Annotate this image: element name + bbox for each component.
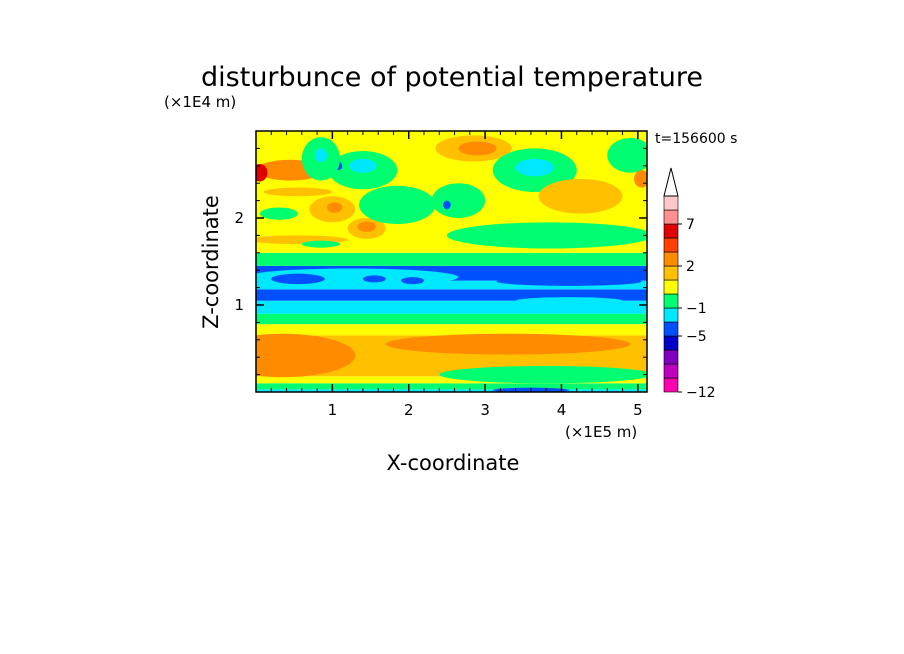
- contour-blob: [439, 365, 647, 384]
- contour-blob: [327, 202, 343, 213]
- colorbar-extend-arrow: [663, 167, 679, 197]
- x-tick-label: 5: [633, 401, 643, 419]
- colorbar-label: 2: [686, 259, 695, 275]
- y-tick-label: 2: [234, 209, 244, 227]
- x-tick-label: 1: [328, 401, 338, 419]
- colorbar-label: −1: [686, 301, 707, 317]
- contour-blob: [314, 148, 328, 163]
- colorbar-swatch: [663, 237, 679, 253]
- contour-blob: [431, 183, 486, 219]
- contour-blob: [256, 333, 356, 378]
- contour-blob: [357, 221, 376, 232]
- contour-blob: [256, 164, 268, 182]
- contour-blob: [515, 297, 623, 305]
- contour-band: [256, 313, 647, 325]
- contour-blob: [446, 222, 647, 249]
- contour-blob: [458, 141, 497, 156]
- contour-band: [256, 300, 647, 314]
- colorbar-swatch: [663, 321, 679, 337]
- colorbar-swatch: [663, 293, 679, 309]
- contour-blob: [515, 158, 554, 177]
- x-tick-label: 2: [404, 401, 414, 419]
- plot-frame: [255, 130, 648, 393]
- time-label: t=156600 s: [655, 131, 737, 147]
- contour-band: [256, 376, 647, 384]
- contour-blob: [538, 178, 623, 214]
- x-tick-label: 3: [480, 401, 490, 419]
- colorbar-swatch: [663, 279, 679, 295]
- colorbar-label: −5: [686, 329, 707, 345]
- colorbar-swatch: [663, 307, 679, 323]
- x-tick-label: 4: [557, 401, 567, 419]
- colorbar-swatch: [663, 349, 679, 365]
- contour-band: [256, 324, 647, 336]
- contour-blob: [607, 137, 647, 173]
- y-axis-title: Z-coordinate: [199, 195, 223, 329]
- colorbar-swatch: [663, 251, 679, 267]
- contour-blob: [443, 200, 451, 210]
- contour-blob: [401, 277, 425, 285]
- contour-blob: [362, 275, 386, 283]
- colorbar-swatch: [663, 377, 679, 393]
- colorbar-swatch: [663, 363, 679, 379]
- colorbar-swatch: [663, 195, 679, 211]
- colorbar-swatch: [663, 223, 679, 239]
- contour-blob: [271, 273, 325, 285]
- contour-blob: [359, 185, 436, 225]
- colorbar-label: −12: [686, 385, 716, 401]
- colorbar-swatch: [663, 209, 679, 225]
- x-axis-title: X-coordinate: [387, 451, 520, 475]
- contour-blob: [263, 187, 333, 197]
- contour-blob: [349, 158, 377, 173]
- x-unit-label: (×1E5 m): [565, 423, 637, 441]
- contour-band: [256, 289, 647, 301]
- colorbar-swatch: [663, 335, 679, 351]
- colorbar-swatch: [663, 265, 679, 281]
- contour-field: [256, 131, 647, 392]
- contour-blob: [301, 240, 341, 248]
- colorbar-label: 7: [686, 217, 695, 233]
- y-tick-label: 1: [234, 296, 244, 314]
- contour-band: [256, 280, 647, 290]
- contour-band: [256, 383, 647, 390]
- plot-area: 1 2 3 4 5 1 2: [234, 130, 648, 419]
- colorbar-legend: 7 2 −1 −5 −12: [663, 167, 716, 401]
- contour-band: [256, 389, 647, 392]
- contour-blob: [259, 207, 299, 220]
- chart-title: disturbunce of potential temperature: [201, 62, 703, 93]
- contour-blob: [496, 277, 642, 286]
- contour-blob: [385, 333, 631, 355]
- contour-band: [256, 252, 647, 266]
- y-unit-label: (×1E4 m): [164, 93, 236, 111]
